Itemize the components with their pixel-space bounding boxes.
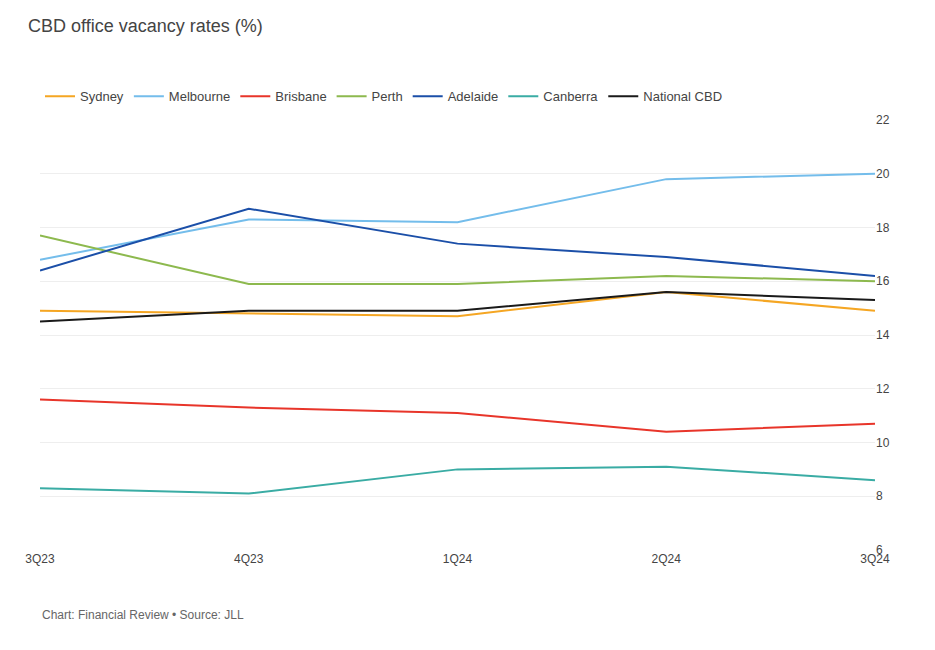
svg-text:8: 8	[876, 489, 883, 503]
svg-text:Adelaide: Adelaide	[448, 89, 499, 104]
svg-text:Sydney: Sydney	[80, 89, 124, 104]
svg-text:Canberra: Canberra	[543, 89, 598, 104]
svg-text:CBD office vacancy rates (%): CBD office vacancy rates (%)	[28, 16, 263, 36]
svg-text:4Q23: 4Q23	[234, 552, 264, 566]
svg-text:22: 22	[876, 113, 890, 127]
svg-text:1Q24: 1Q24	[443, 552, 473, 566]
svg-text:18: 18	[876, 221, 890, 235]
svg-text:3Q24: 3Q24	[860, 552, 890, 566]
svg-text:2Q24: 2Q24	[652, 552, 682, 566]
svg-text:Brisbane: Brisbane	[275, 89, 326, 104]
svg-text:20: 20	[876, 167, 890, 181]
svg-text:National CBD: National CBD	[643, 89, 722, 104]
svg-text:Perth: Perth	[372, 89, 403, 104]
svg-text:14: 14	[876, 328, 890, 342]
svg-text:Chart: Financial Review • Sour: Chart: Financial Review • Source: JLL	[42, 608, 244, 622]
svg-text:6: 6	[876, 543, 883, 557]
svg-text:16: 16	[876, 274, 890, 288]
svg-text:Melbourne: Melbourne	[169, 89, 230, 104]
svg-text:3Q23: 3Q23	[25, 552, 55, 566]
svg-text:10: 10	[876, 436, 890, 450]
svg-text:12: 12	[876, 382, 890, 396]
